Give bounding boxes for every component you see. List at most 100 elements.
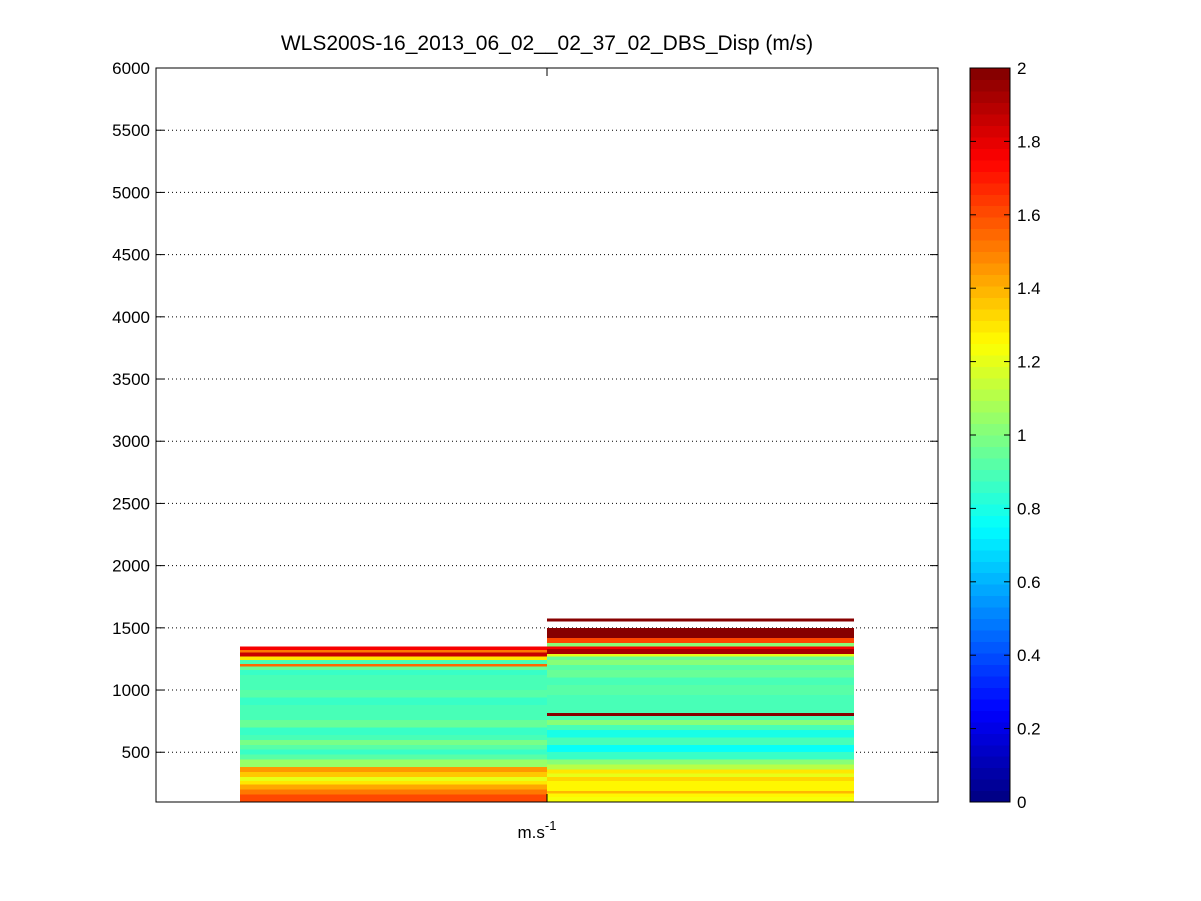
heatmap-cell [240,749,547,755]
colorbar-segment [970,217,1010,230]
colorbar-segment [970,148,1010,161]
colorbar-segment [970,228,1010,241]
heatmap-cell [240,712,547,720]
y-tick-label: 2000 [112,557,150,576]
colorbar-segment [970,113,1010,126]
y-tick-label: 3000 [112,432,150,451]
y-tick-label: 1000 [112,681,150,700]
colorbar-segment [970,584,1010,597]
heatmap-cell [240,682,547,691]
y-tick-label: 4500 [112,246,150,265]
y-tick-label: 2500 [112,494,150,513]
colorbar-segment [970,687,1010,700]
y-tick-label: 500 [122,743,150,762]
heatmap-cell [240,719,547,728]
colorbar-segment [970,435,1010,448]
heatmap-cell [547,764,854,770]
colorbar-tick-label: 1.2 [1017,353,1041,372]
colorbar-segment [970,756,1010,769]
heatmap-cell [240,660,547,664]
colorbar-segment [970,767,1010,780]
colorbar-segment [970,297,1010,310]
colorbar-segment [970,423,1010,436]
heatmap-cell [547,646,854,649]
colorbar-tick-label: 1.4 [1017,279,1041,298]
colorbar-tick-label: 1.8 [1017,132,1041,151]
heatmap-cell [547,790,854,794]
colorbar-segment [970,457,1010,471]
colorbar-segment [970,285,1010,298]
y-tick-label: 5000 [112,183,150,202]
colorbar-segment [970,366,1010,379]
heatmap-cell [240,789,547,795]
colorbar-segment [970,194,1010,207]
heatmap-cell [547,660,854,666]
heatmap-cell [240,697,547,705]
heatmap-cell [547,716,854,720]
heatmap-cell [547,637,854,643]
colorbar-segment [970,412,1010,425]
heatmap-cell [547,685,854,696]
colorbar-segment [970,171,1010,184]
x-axis-label-superscript: -1 [545,818,557,833]
colorbar-segment [970,251,1010,264]
colorbar-segment [970,664,1010,677]
heatmap-cell [547,759,854,765]
x-axis-label: m.s-1 [518,818,557,842]
colorbar-segment [970,343,1010,356]
colorbar-ticks: 0 0.2 0.4 0.6 0.8 1 1.2 1.4 1.6 1.8 2 [970,59,1041,812]
heatmap-cell [240,652,547,657]
colorbar-segment [970,262,1010,276]
colorbar-segment [970,90,1010,104]
heatmap-cell [547,695,854,705]
heatmap-cell [240,734,547,740]
colorbar-segment [970,629,1010,643]
colorbar-segment [970,503,1010,516]
heatmap-cell [547,656,854,661]
heatmap-cell [547,618,854,622]
colorbar-tick-label: 1 [1017,426,1026,445]
heatmap-cell [547,752,854,760]
heatmap-cell [240,656,547,661]
colorbar-segment [970,469,1010,482]
colorbar: 0 0.2 0.4 0.6 0.8 1 1.2 1.4 1.6 1.8 2 [969,59,1041,812]
colorbar-segment [970,733,1010,746]
heatmap-cell [240,666,547,671]
colorbar-segment [970,320,1010,333]
heatmap-cell [547,769,854,774]
colorbar-segment [970,400,1010,413]
colorbar-segment [970,721,1010,734]
colorbar-segment [970,641,1010,654]
colorbar-tick-label: 0.2 [1017,720,1041,739]
colorbar-segment [970,446,1010,459]
colorbar-segment [970,675,1010,688]
heatmap-cell [240,754,547,760]
heatmap-cell [240,650,547,653]
heatmap-cell [240,772,547,778]
colorbar-segment [970,125,1010,138]
y-tick-label: 5500 [112,121,150,140]
chart-title: WLS200S-16_2013_06_02__02_37_02_DBS_Disp… [281,32,813,55]
colorbar-segment [970,538,1010,551]
heatmap-cell [547,670,854,678]
heatmap-cell [547,719,854,725]
plot-area: 500 1000 1500 2000 2500 3000 3500 4000 4500 5000 5… [112,59,939,803]
heatmap-cell [547,713,854,717]
colorbar-tick-label: 0 [1017,793,1026,812]
colorbar-segment [970,595,1010,608]
heatmap-cell [547,729,854,738]
colorbar-tick-label: 0.6 [1017,573,1041,592]
colorbar-segment [970,515,1010,528]
colorbar-segment [970,652,1010,665]
heatmap-cell [240,767,547,773]
colorbar-segment [970,159,1010,172]
colorbar-segment [970,710,1010,723]
heatmap-cell [240,780,547,785]
colorbar-segment [970,79,1010,92]
heatmap-cell [547,785,854,791]
colorbar-segment [970,377,1010,390]
colorbar-segment [970,526,1010,539]
heatmap-cell [240,675,547,683]
heatmap-cell [240,704,547,713]
